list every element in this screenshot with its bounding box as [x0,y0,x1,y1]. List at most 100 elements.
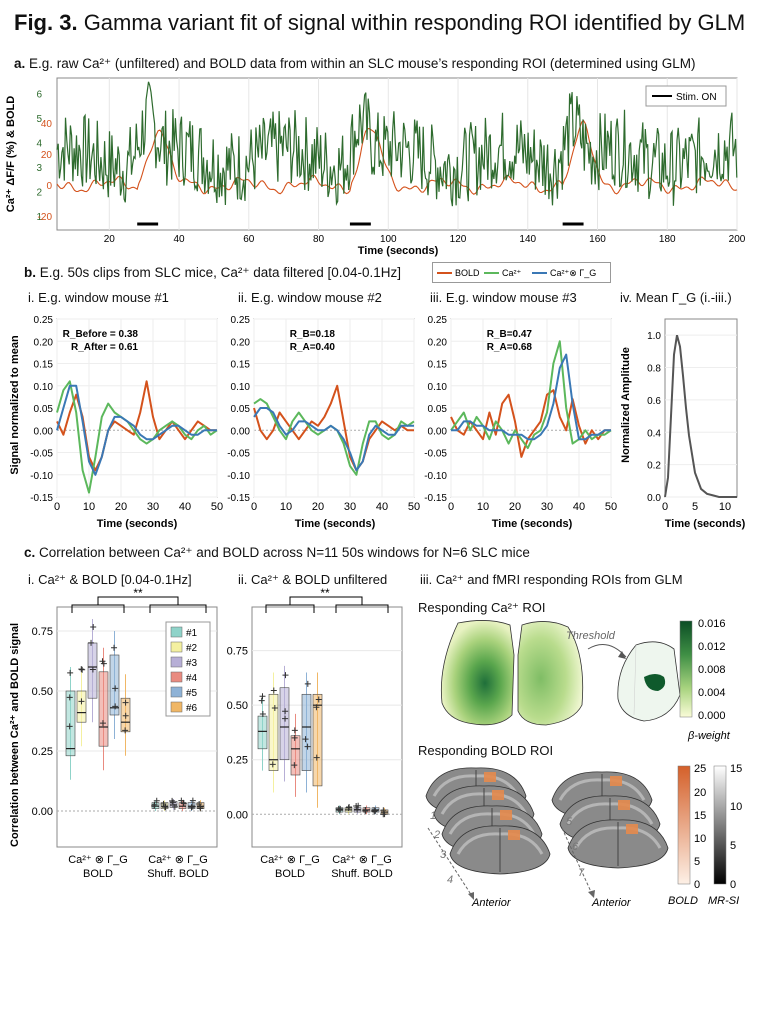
a-xtick-label: 40 [173,234,185,245]
beta-tick-2: 0.008 [698,664,726,676]
panel-c-ii-significance: ** [320,586,330,600]
beta-tick-1: 0.012 [698,641,726,653]
c-point [269,761,276,768]
a-ytick-bold: -20 [38,212,53,223]
c-bracket-top [289,596,363,605]
a-xtick-label: 180 [659,234,676,245]
c-box [65,690,76,757]
c-point [291,727,298,734]
slice-num-1: 1 [430,810,436,822]
panel-a-legend-box [645,85,727,107]
c-point [271,705,278,712]
mrsi-tick-10: 10 [730,801,742,813]
b-xtick-label: 50 [408,501,420,513]
c-box [98,671,109,747]
c-point [282,715,289,722]
panel-c-ii-plot: 0.00 0.25 0.50 0.75 [227,596,403,848]
c-point [169,797,176,804]
b-ytick-label: 0.20 [428,337,448,348]
slice-num-3: 3 [440,849,447,861]
panel-b-iii-plot: -0.15 -0.10 -0.05 0.00 0.05 0.10 0.15 0.20 0.25 0… [424,315,617,513]
panel-c-boxplots: Correlation between Ca²⁺ and BOLD signal… [9,586,403,880]
a-xtick-label: 160 [589,234,606,245]
c-point [66,694,73,701]
c-point [304,743,311,750]
b-iv-frame [664,318,738,498]
b-iv-ytick: 0.2 [647,461,661,472]
b-ytick-label: 0.05 [428,404,448,415]
b-ytick-label: -0.10 [227,471,250,482]
anterior-label-2: Anterior [591,897,632,908]
panel-c-i-significance: ** [133,586,143,600]
panel-a-title: a. E.g. raw Ca²⁺ (unfiltered) and BOLD d… [14,56,695,72]
b-xtick-label: 0 [54,501,60,513]
c-point [353,803,360,810]
c-box [109,654,120,716]
b-iv-ytick: 1.0 [647,331,661,342]
mrsi-tick-0: 0 [730,879,736,891]
b-ytick-label: 0.10 [428,382,448,393]
anterior-arrow-2 [561,827,593,895]
c-point [111,644,118,651]
b-ytick-label: -0.05 [30,449,53,460]
c-point [66,723,73,730]
mrsi-tick-5: 5 [730,840,736,852]
panel-c-ii-xcat2b: Shuff. BOLD [331,868,393,880]
legend-ca-label: Ca²⁺ [502,268,522,278]
c-point [381,811,388,818]
b-xtick-label: 20 [115,501,127,513]
bold-roi-patch [626,824,638,834]
panel-b-title-text: E.g. 50s clips from SLC mice, Ca²⁺ data … [39,265,402,280]
panel-c-i-xcat2b: Shuff. BOLD [147,868,209,880]
a-ytick-bold: 0 [46,181,52,192]
panel-b-ii-title: ii. E.g. window mouse #2 [238,290,382,305]
bold-tick-25: 25 [694,763,706,775]
a-ytick-ca: 5 [36,114,42,125]
panel-c-ii-xcat2: Ca²⁺ ⊗ Γ_G [332,854,392,866]
b-ytick-label: 0.15 [428,360,448,371]
c-ytick-label: 0.75 [227,646,248,658]
b-xtick-label: 50 [211,501,223,513]
c-point [78,698,85,705]
c-point [270,687,277,694]
b-xtick-label: 10 [477,501,489,513]
c-point [100,660,107,667]
thresholded-midline [633,644,637,716]
panel-b-iv-ylabel: Normalized Amplitude [620,347,632,463]
a-xtick-label: 60 [243,234,255,245]
ca-roi-figure: Threshold 0.016 0.012 0.008 0.004 0.000 … [440,618,731,742]
a-xtick-label: 20 [104,234,116,245]
b-ytick-label: 0.00 [34,426,54,437]
bold-colorbar [677,765,691,885]
c-point [197,805,204,812]
anterior-arrowhead-1 [468,892,474,900]
panel-a-chart: 20 40 60 80 100 120 140 160 180 200 1 2 3 4 5 6 -20 0 20 4… [5,77,746,257]
c-point [78,666,85,673]
b-series-1 [450,340,612,450]
c-point [291,734,298,741]
a-ca-line [56,81,738,207]
b-series-0 [253,384,414,472]
c-point [354,806,361,813]
panel-a-prefix: a. [14,56,26,71]
c-box [290,735,301,776]
panel-c-i-xcat1: Ca²⁺ ⊗ Γ_G [68,854,128,866]
ca-roi-title: Responding Ca²⁺ ROI [418,600,546,615]
c-ytick-label: 0.25 [227,755,248,767]
c-legend-label: #5 [186,688,198,699]
a-xtick-label: 200 [729,234,746,245]
slice-num-7: 7 [578,867,585,879]
a-xtick-label: 100 [380,234,397,245]
beta-tick-3: 0.004 [698,687,726,699]
panel-b-ii-r-before: R_B=0.18 [290,329,336,340]
b-ytick-label: 0.00 [428,426,448,437]
beta-tick-0: 0.016 [698,618,726,630]
panel-a-yticks: 1 2 3 4 5 6 -20 0 20 40 [36,90,52,224]
bold-slices [425,767,669,875]
c-point [315,696,322,703]
panel-b-iii-title: iii. E.g. window mouse #3 [430,290,577,305]
panel-b-iii-xlabel: Time (seconds) [492,518,573,530]
threshold-label: Threshold [566,630,616,642]
c-box [279,687,290,761]
c-point [151,801,158,808]
